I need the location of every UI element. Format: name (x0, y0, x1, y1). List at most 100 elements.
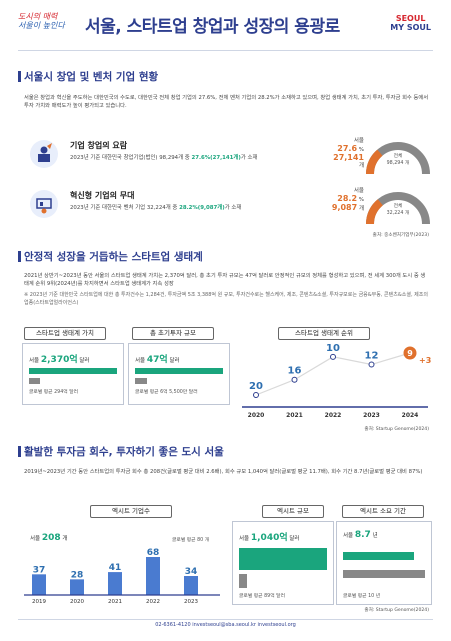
exit-bar-value: 37 (33, 565, 46, 575)
card2-desc: 2023년 기준 대한민국 벤처 기업 32,224개 중 28.2%(9,08… (70, 203, 241, 211)
exit-bar-value: 41 (109, 563, 122, 573)
card2-title: 혁신형 기업의 무대 (70, 191, 135, 200)
card2-stat-label: 서울 (353, 188, 364, 194)
rank-year-label: 2021 (286, 412, 303, 419)
section-marker (18, 71, 21, 82)
card1-whole-label: 전체 (393, 154, 403, 159)
card2-pct-unit: % (358, 197, 364, 203)
exit-bar (146, 557, 160, 595)
exit-period-amount: 8.7 (354, 530, 371, 540)
card1-pct-unit: % (358, 147, 364, 153)
exit-year-label: 2023 (184, 599, 198, 605)
seoul-bar (239, 548, 327, 570)
card2-pct: 28.2 (337, 194, 358, 203)
ecosystem-value-unit: 달러 (79, 358, 90, 364)
exit-size-global-avg: 글로벌 평균 89억 달러 (239, 594, 285, 599)
exit-year-label: 2019 (32, 599, 46, 605)
card2-whole-value: 32,224 개 (386, 211, 410, 216)
ecosystem-rank-label: 스타트업 생태계 순위 (278, 327, 370, 340)
section-marker (18, 251, 21, 262)
exit-year-label: 2020 (70, 599, 84, 605)
section3-source: 출처: Startup Genome(2024) (364, 608, 429, 613)
exit-period-label: 엑시트 소요 기간 (342, 505, 424, 518)
rank-label: 9 (407, 349, 413, 358)
initial-investment-amount: 47억 (146, 355, 168, 365)
section1-paragraph: 서울은 창업과 혁신을 주도하는 대한민국의 수도로, 대한민국 전체 창업 기… (24, 95, 429, 109)
section2-title: 안정적 성장을 거듭하는 스타트업 생태계 (24, 251, 203, 263)
card1-desc-pre: 2023년 기준 대한민국 창업기업(법인) 98,294개 중 (70, 155, 192, 161)
card1-count: 27,141 (333, 153, 364, 162)
exit-period-unit: 년 (372, 533, 378, 539)
card2-desc-highlight: 28.2%(9,087개) (179, 205, 225, 211)
exit-size-value: 서울 1,040억 달러 (239, 530, 300, 543)
gauge-fill (366, 199, 384, 225)
exit-year-label: 2022 (146, 599, 160, 605)
exit-count-unit: 개 (62, 536, 68, 542)
exit-size-panel: 서울 1,040억 달러 글로벌 평균 89억 달러 (232, 521, 334, 605)
card2-gauge (366, 192, 430, 225)
ecosystem-value-amount: 2,370억 (40, 355, 78, 365)
exit-size-amount: 1,040억 (250, 533, 288, 543)
slogan-line2: 서울이 높인다 (18, 21, 65, 30)
rank-point (253, 392, 259, 398)
rank-year-label: 2023 (363, 412, 380, 419)
ecosystem-value-city: 서울 (29, 358, 40, 364)
section1-title: 서울시 창업 및 벤처 기업 현황 (24, 71, 159, 83)
section1-source: 출처: 중소벤처기업부(2023) (372, 233, 429, 238)
exit-count-chart: 37 2019 28 2020 41 2021 68 2022 34 2023 (24, 548, 220, 605)
card2-desc-pre: 2023년 기준 대한민국 벤처 기업 32,224개 중 (70, 205, 180, 211)
exit-bar (32, 574, 46, 595)
exit-bar (108, 572, 122, 595)
exit-count-value: 서울 208 개 (30, 533, 67, 543)
seoul-logo: SEOUL MY SOUL (390, 14, 431, 32)
initial-investment-label: 총 초기투자 규모 (132, 327, 214, 340)
rank-label: 12 (365, 350, 379, 361)
card1-stat-label: 서울 (353, 138, 364, 144)
ecosystem-value-panel: 서울 2,370억 달러 글로벌 평균 294억 달러 (22, 343, 124, 405)
card1-gauge (366, 142, 430, 175)
seoul-bar (135, 368, 223, 374)
global-bar (29, 378, 40, 384)
exit-bar-value: 68 (147, 548, 160, 558)
global-bar (343, 570, 425, 578)
ecosystem-global-avg: 글로벌 평균 294억 달러 (29, 390, 79, 395)
card2-stat: 서울 28.2 % 9,087 개 (330, 188, 364, 213)
innovation-icon (30, 190, 58, 218)
initial-investment-value: 서울 47억 달러 (135, 352, 180, 365)
slogan-line1: 도시의 매력 (18, 12, 58, 21)
exit-bar-value: 28 (71, 570, 84, 580)
exit-period-value: 서울 8.7 년 (343, 530, 378, 540)
page-title: 서울, 스타트업 창업과 성장의 용광로 (85, 17, 340, 37)
exit-count-city: 서울 (30, 536, 41, 542)
section3-paragraph: 2019년~2023년 기간 동안 스타트업의 투자금 회수 총 208건(글로… (24, 469, 423, 475)
global-bar (135, 378, 148, 384)
rank-year-label: 2022 (325, 412, 342, 419)
logo-line1: SEOUL (395, 14, 426, 23)
ecosystem-value-label: 스타트업 생태계 가치 (24, 327, 106, 340)
rank-label: 20 (249, 381, 263, 392)
exit-size-city: 서울 (239, 536, 250, 542)
rank-year-label: 2020 (248, 412, 265, 419)
logo-line2: MY SOUL (390, 23, 431, 32)
card1-title: 기업 창업의 요람 (70, 141, 128, 150)
global-bar (239, 574, 247, 588)
exit-bar (70, 579, 84, 595)
card1-desc-highlight: 27.6%(27,141개) (191, 155, 241, 161)
ecosystem-value: 서울 2,370억 달러 (29, 352, 90, 365)
slogan: 도시의 매력 서울이 높인다 (18, 12, 65, 30)
header: 도시의 매력 서울이 높인다 서울, 스타트업 창업과 성장의 용광로 SEOU… (0, 0, 451, 52)
card2-desc-post: 가 소재 (224, 205, 242, 211)
rank-point (291, 376, 298, 383)
card1-whole: 전체 98,294 개 (381, 152, 415, 166)
divider (18, 50, 433, 51)
section-marker (18, 446, 21, 457)
exit-period-city: 서울 (343, 533, 354, 539)
exit-count-amount: 208 (41, 533, 61, 543)
rank-point (330, 353, 336, 360)
card1-desc-post: 가 소재 (240, 155, 258, 161)
section3-title: 활발한 투자금 회수, 투자하기 좋은 도시 서울 (24, 446, 224, 458)
startup-icon (30, 140, 58, 168)
card2-whole-label: 전체 (393, 204, 403, 209)
seoul-bar (343, 552, 415, 560)
